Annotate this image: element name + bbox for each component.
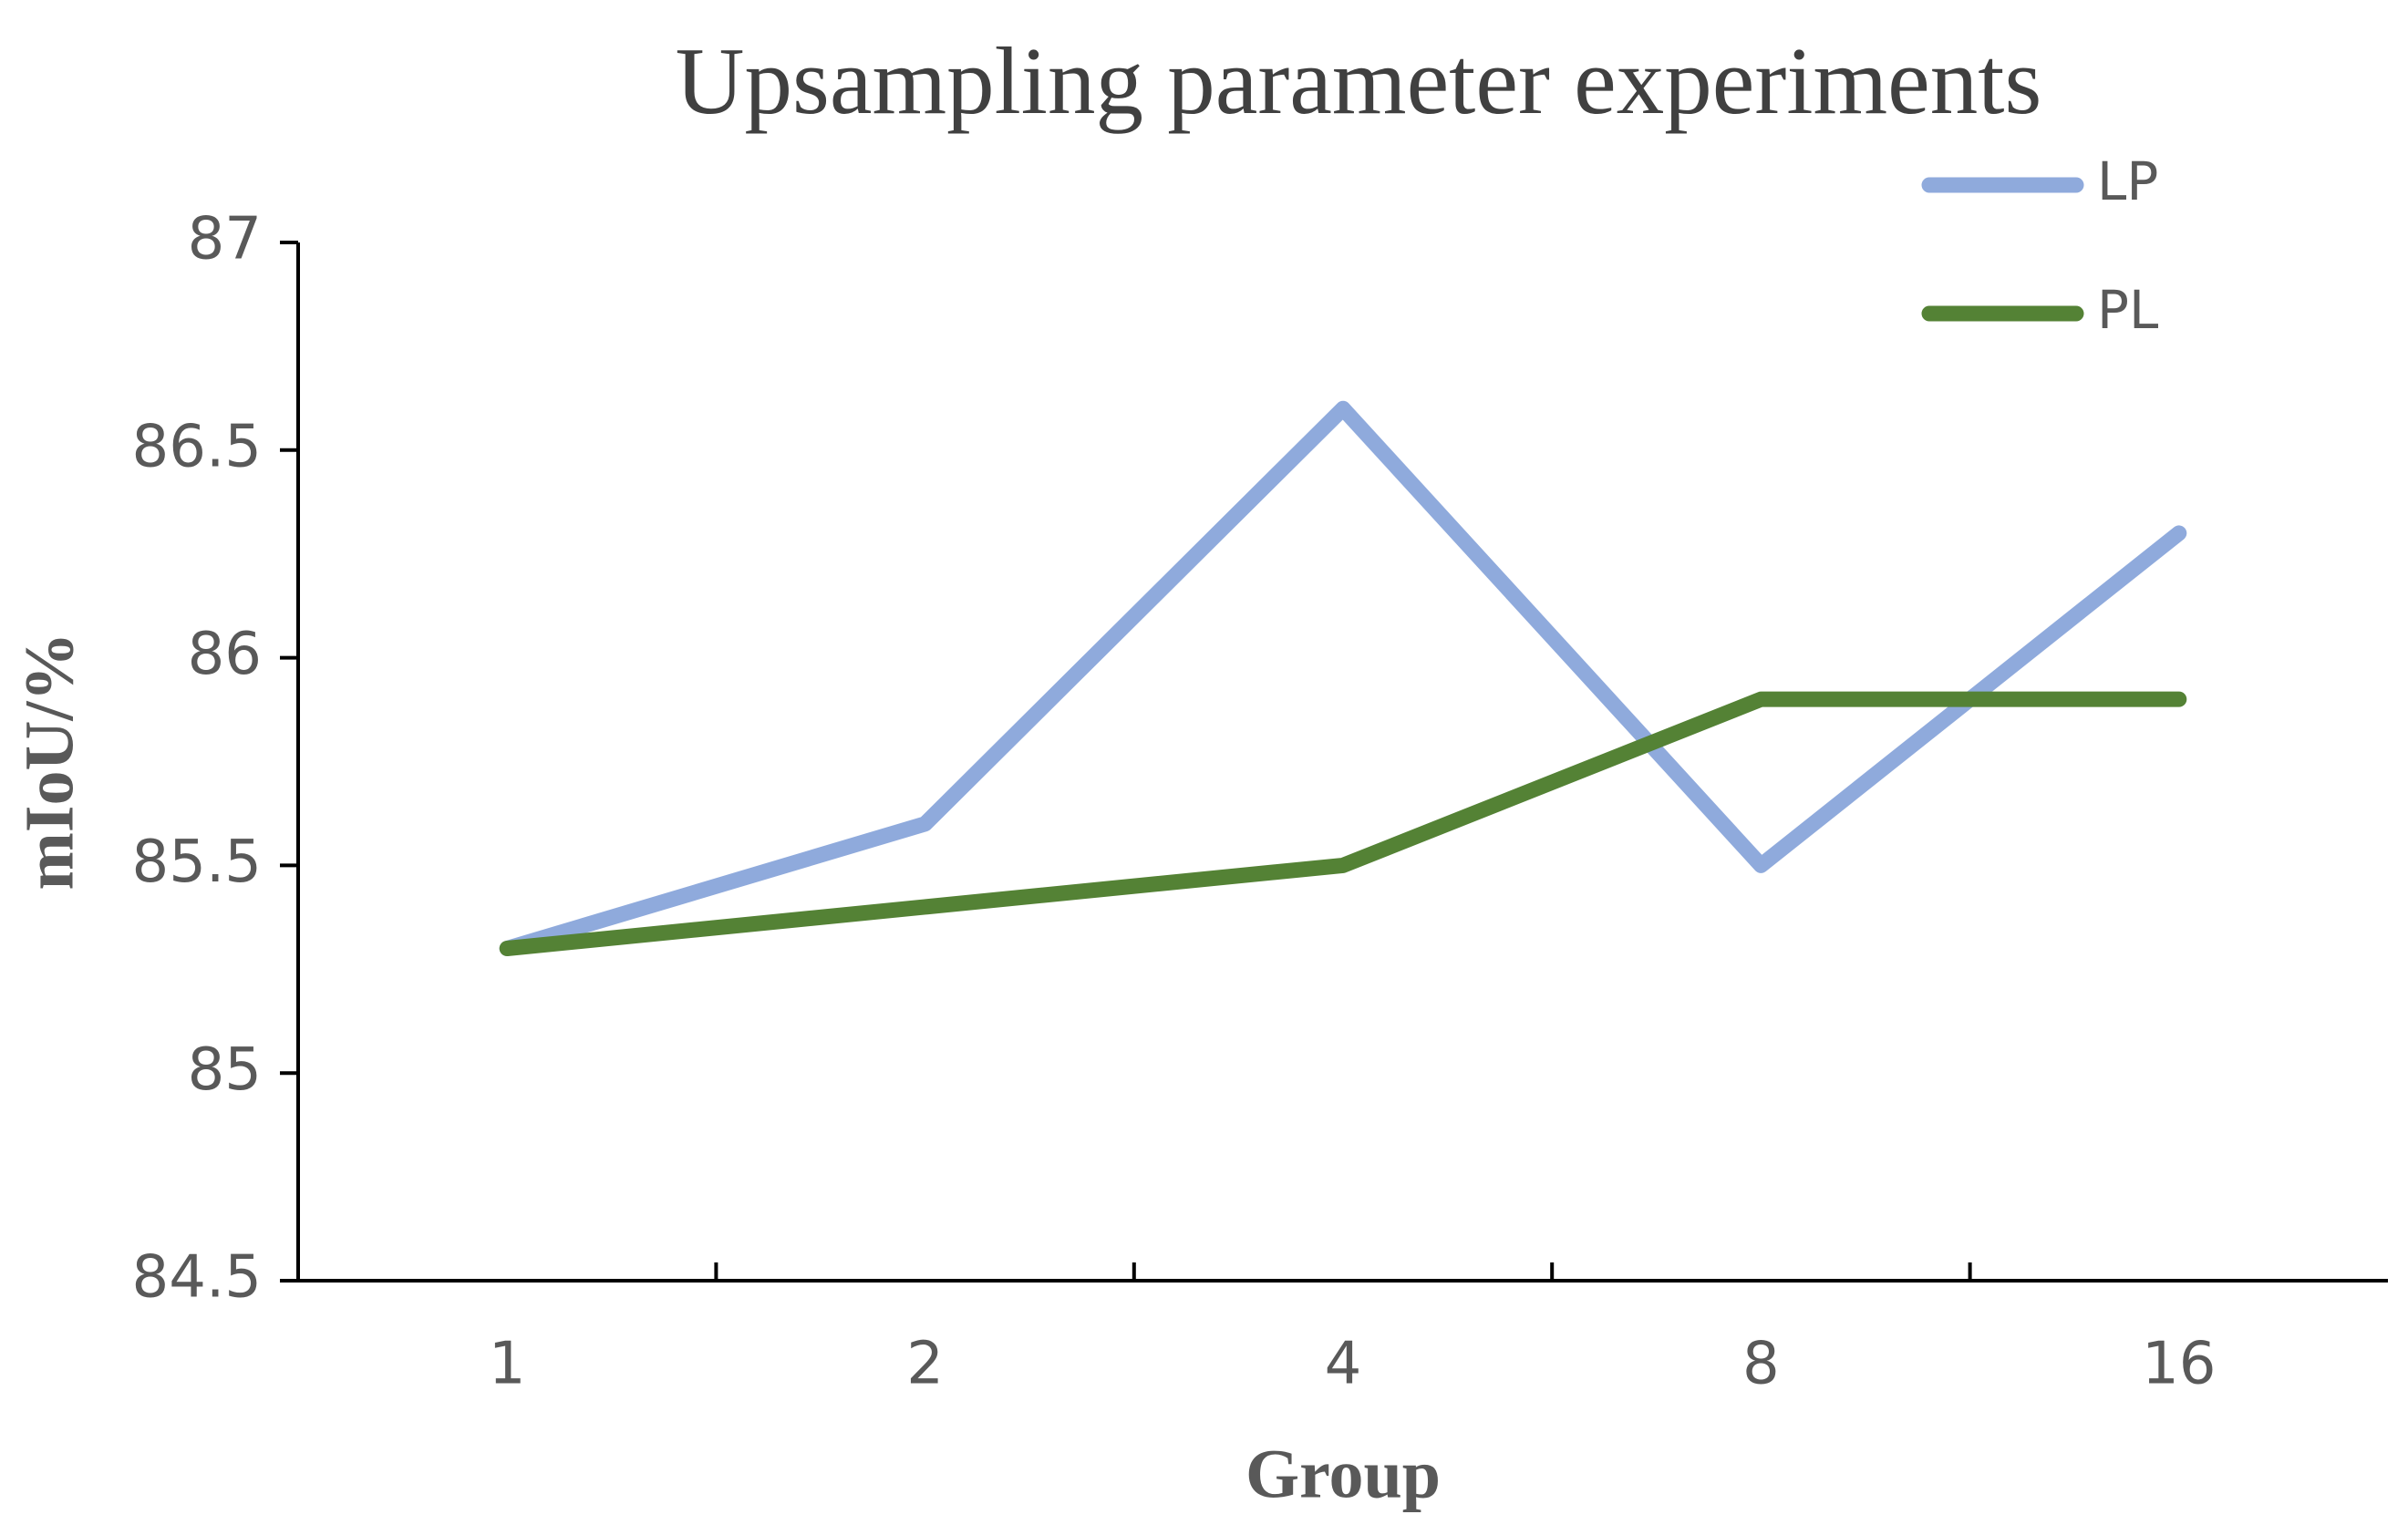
legend-label: LP	[2097, 150, 2158, 212]
series-line	[499, 691, 2187, 957]
y-tick-label: 86	[188, 621, 262, 688]
series-line	[499, 400, 2187, 957]
y-tick-label: 87	[188, 206, 262, 273]
y-tick-label: 86.5	[132, 413, 263, 480]
chart-title: Upsampling parameter experiments	[676, 27, 2042, 134]
x-tick-label: 16	[2142, 1331, 2216, 1398]
x-tick-label: 4	[1325, 1331, 1362, 1398]
x-tick-label: 8	[1742, 1331, 1780, 1398]
legend-label: PL	[2097, 279, 2158, 341]
x-axis-title: Group	[1245, 1436, 1441, 1512]
y-axis-title: mIoU/%	[11, 633, 88, 891]
y-tick-label: 85	[188, 1036, 262, 1104]
x-tick-label: 2	[906, 1331, 944, 1398]
y-tick-label: 84.5	[132, 1244, 263, 1312]
x-tick-label: 1	[489, 1331, 526, 1398]
y-tick-label: 85.5	[132, 829, 263, 896]
